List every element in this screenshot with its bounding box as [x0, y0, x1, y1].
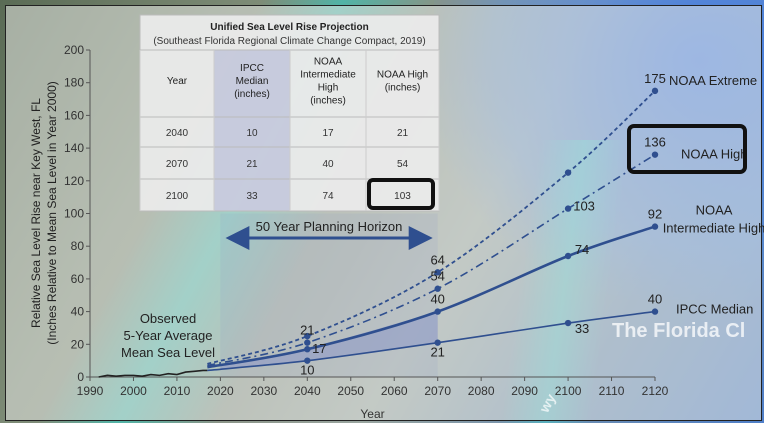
- data-label: 64: [430, 252, 444, 267]
- x-tick-label: 2060: [381, 384, 408, 398]
- highlight-box-103: [367, 178, 435, 210]
- data-point: [651, 223, 659, 230]
- data-point: [564, 169, 572, 176]
- table-cell: 21: [246, 159, 258, 170]
- data-label: 40: [648, 292, 662, 307]
- series-name-noaa-int-line2: Intermediate High: [663, 221, 764, 236]
- highlight-box-noaa-high: [627, 124, 747, 174]
- y-tick-label: 180: [64, 76, 84, 90]
- data-label: 175: [644, 71, 666, 86]
- x-tick-label: 2050: [337, 384, 364, 398]
- data-point: [304, 339, 311, 346]
- data-label: 103: [573, 199, 595, 214]
- data-point: [651, 151, 659, 158]
- y-tick-label: 0: [77, 370, 84, 384]
- observed-label-line: Mean Sea Level: [121, 345, 215, 360]
- table-header-2: NOAA Intermediate High (inches): [300, 57, 356, 107]
- chart-labels: Observed 5-Year Average Mean Sea Level 10 21…: [121, 71, 764, 378]
- table-header-3: NOAA High (inches): [377, 70, 428, 94]
- table-cell: 2070: [166, 159, 189, 170]
- y-axis-title-line1: Relative Sea Level Rise near Key West, F…: [29, 98, 43, 328]
- y-tick-label: 140: [64, 141, 84, 155]
- data-point: [304, 346, 311, 353]
- table-highlight-column: [214, 50, 290, 211]
- data-label: 33: [575, 321, 589, 336]
- data-point: [564, 252, 572, 260]
- table-cell: 2100: [166, 191, 189, 202]
- data-point: [434, 269, 441, 276]
- table-cell: 40: [322, 159, 334, 170]
- y-tick-label: 120: [64, 174, 84, 188]
- observed-label-line: 5-Year Average: [124, 328, 213, 343]
- x-tick-label: 2020: [207, 384, 234, 398]
- y-axis-title-line2: (Inches Relative to Mean Sea Level in Ye…: [45, 81, 59, 345]
- data-point: [651, 308, 659, 315]
- data-point: [434, 285, 441, 292]
- data-label: 21: [430, 345, 444, 360]
- x-tick-label: 2100: [555, 384, 582, 398]
- x-tick-label: 2030: [250, 384, 277, 398]
- data-point: [564, 205, 572, 212]
- table-cell: 10: [246, 128, 258, 139]
- table-cell: 54: [397, 159, 409, 170]
- x-tick-label: 2010: [164, 384, 191, 398]
- y-tick-label: 100: [64, 207, 84, 221]
- x-tick-label: 2110: [599, 384, 625, 398]
- planning-horizon-area: [220, 311, 438, 370]
- table-title: Unified Sea Level Rise Projection: [210, 22, 368, 33]
- x-tick-label: 1990: [77, 384, 104, 398]
- table-cell: 103: [394, 191, 411, 202]
- x-tick-label: 2040: [294, 384, 321, 398]
- table-cell: 33: [246, 191, 258, 202]
- table-cell: 2040: [166, 128, 189, 139]
- data-label: 10: [300, 363, 314, 378]
- data-point: [304, 332, 311, 340]
- data-label: 136: [644, 135, 666, 150]
- x-tick-label: 2080: [468, 384, 495, 398]
- series-name-ipcc-median: IPCC Median: [676, 302, 753, 317]
- series-line-noaa-extreme: [207, 90, 656, 365]
- table-cell: 74: [322, 191, 334, 202]
- y-tick-label: 60: [71, 272, 85, 286]
- data-point: [564, 319, 572, 327]
- x-tick-label: 2070: [424, 384, 451, 398]
- table-header-1: IPCC Median (inches): [234, 63, 270, 100]
- x-tick-label: 2000: [120, 384, 147, 398]
- data-point: [651, 87, 659, 95]
- data-label: 17: [312, 341, 326, 356]
- series-name-noaa-high: NOAA High: [681, 147, 747, 162]
- y-tick-label: 40: [71, 305, 85, 319]
- data-label: 74: [575, 242, 589, 257]
- table-header-0: Year: [167, 76, 188, 87]
- data-point: [434, 339, 441, 346]
- series-name-noaa-int-line1: NOAA: [696, 203, 733, 218]
- data-point: [304, 357, 311, 364]
- y-tick-label: 200: [64, 43, 84, 57]
- table-subtitle: (Southeast Florida Regional Climate Chan…: [153, 36, 425, 47]
- planning-horizon-label: 50 Year Planning Horizon: [256, 219, 403, 234]
- chart-series: [98, 87, 659, 378]
- y-tick-label: 80: [71, 239, 85, 253]
- data-label: 54: [430, 269, 444, 284]
- y-tick-label: 160: [64, 108, 84, 122]
- data-label: 40: [430, 292, 444, 307]
- data-point: [434, 308, 441, 315]
- x-axis-title: Year: [360, 407, 384, 421]
- x-tick-label: 2090: [511, 384, 538, 398]
- data-label: 21: [300, 323, 314, 338]
- watermark-text: The Florida Cl: [612, 320, 746, 342]
- y-tick-label: 20: [71, 337, 85, 351]
- table-cell: 17: [322, 128, 334, 139]
- series-name-noaa-extreme: NOAA Extreme: [669, 73, 757, 88]
- table-cell: 21: [397, 128, 409, 139]
- observed-line: [98, 369, 208, 378]
- data-label: 92: [648, 207, 662, 222]
- observed-label-line: Observed: [140, 311, 196, 326]
- projection-table: Unified Sea Level Rise Projection (Southe…: [139, 14, 440, 212]
- x-tick-label: 2120: [642, 384, 669, 398]
